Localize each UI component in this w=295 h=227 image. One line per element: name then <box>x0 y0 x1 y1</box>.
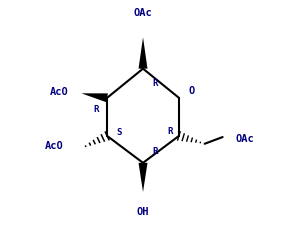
Polygon shape <box>139 37 148 69</box>
Text: S: S <box>117 128 122 137</box>
Text: R: R <box>167 127 173 136</box>
Text: OAc: OAc <box>235 134 254 144</box>
Text: O: O <box>189 86 195 96</box>
Text: R: R <box>153 147 158 156</box>
Text: OAc: OAc <box>134 8 153 18</box>
Polygon shape <box>139 163 148 192</box>
Text: AcO: AcO <box>50 87 69 97</box>
Text: R: R <box>153 79 158 88</box>
Polygon shape <box>81 93 108 102</box>
Text: AcO: AcO <box>44 141 63 151</box>
Text: OH: OH <box>137 207 149 217</box>
Text: R: R <box>93 104 99 114</box>
